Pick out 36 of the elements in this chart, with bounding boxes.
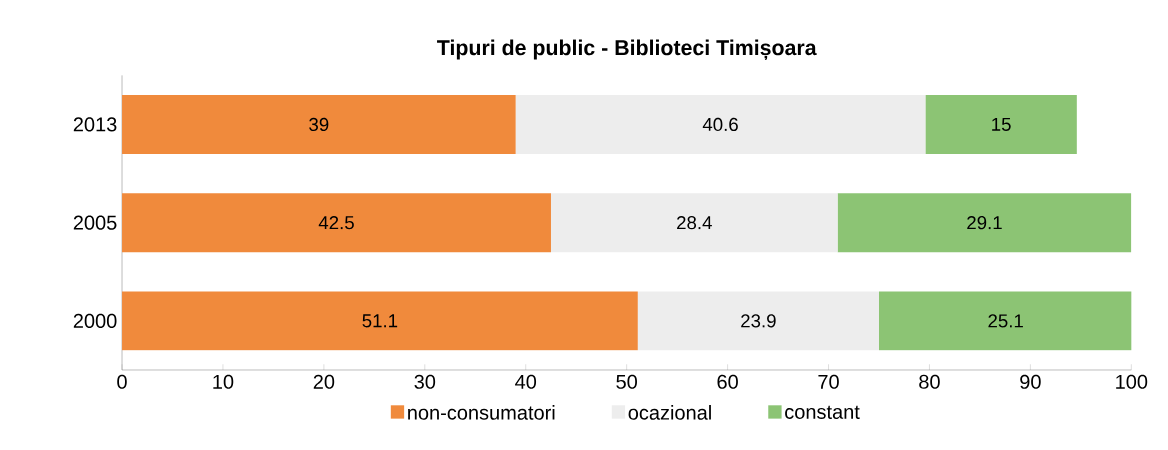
bar [550, 193, 838, 253]
x-tick-label: 40 [515, 374, 537, 389]
x-tick-label: 50 [616, 374, 637, 389]
x-tick-label: 0 [117, 374, 127, 389]
x-tick-label: 70 [818, 374, 839, 389]
y-tick-label: 2000 [73, 313, 117, 328]
bar [925, 94, 1077, 154]
x-tick-label: 60 [717, 374, 738, 389]
bar [837, 193, 1132, 253]
data-label: 29.1 [967, 216, 1002, 230]
bar [122, 193, 551, 253]
data-label: 15 [992, 117, 1011, 131]
x-tick-label: 90 [1020, 374, 1041, 389]
y-tick-label: 2013 [73, 117, 117, 132]
x-tick-label: 80 [919, 374, 940, 389]
data-label: 42.5 [318, 216, 354, 230]
bar [879, 291, 1132, 351]
bar [515, 94, 926, 154]
data-label: 51.1 [362, 314, 398, 328]
bar [122, 291, 638, 351]
legend-label: non-consumatori [408, 405, 555, 420]
bar [637, 291, 879, 351]
data-label: 39 [309, 117, 329, 132]
x-tick-label: 100 [1116, 374, 1148, 389]
y-tick-label: 2005 [73, 215, 117, 230]
data-label: 23.9 [741, 314, 776, 328]
data-label: 28.4 [677, 216, 712, 230]
x-tick-label: 10 [213, 374, 234, 389]
legend-label: constant [785, 405, 860, 419]
bar [122, 94, 516, 154]
data-label: 40.6 [702, 117, 738, 132]
x-tick-label: 30 [414, 374, 436, 389]
x-tick-label: 20 [313, 374, 335, 389]
data-label: 25.1 [988, 314, 1023, 328]
chart-title: Tipuri de public - Biblioteci Timișoara [437, 39, 817, 60]
legend-label: ocazional [628, 405, 711, 420]
